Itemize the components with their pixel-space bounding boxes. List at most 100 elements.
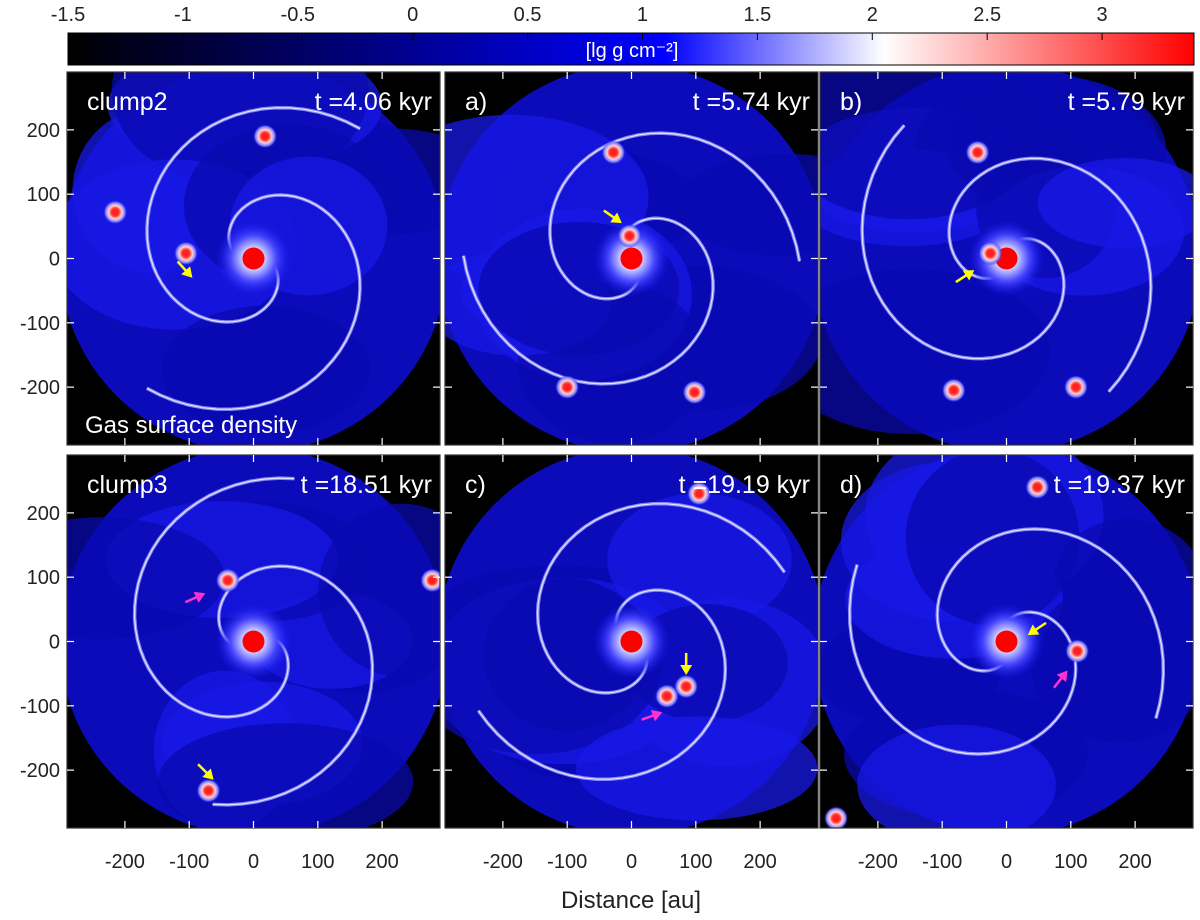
- y-tick-label: -200: [20, 760, 60, 782]
- y-tick-label: 200: [27, 120, 60, 142]
- spiral-arm-core: [936, 528, 1164, 719]
- clump-core: [261, 132, 269, 140]
- clump-core: [182, 249, 190, 257]
- colorbar-tick-label: 2: [867, 4, 878, 26]
- y-tick-label: 100: [27, 184, 60, 206]
- disk-structure: [161, 305, 370, 434]
- y-tick-label: 0: [49, 632, 60, 654]
- clump-core: [111, 208, 119, 216]
- gas-surface-density-annotation: Gas surface density: [85, 412, 297, 439]
- colorbar-bar: [67, 32, 1195, 66]
- panel-label: clump3: [87, 471, 168, 499]
- panel-time: t =4.06 kyr: [315, 88, 432, 116]
- spiral-arm-core: [948, 157, 1152, 393]
- colorbar-tick-label: 2.5: [973, 4, 1001, 26]
- y-tick-label: -200: [20, 377, 60, 399]
- panel-d: d) t =19.37 kyr: [819, 454, 1194, 829]
- y-tick-label: 0: [49, 249, 60, 271]
- colorbar: -1.5 -1 -0.5 0 0.5 1 1.5 2 2.5 3 [lg g cm⁻²]: [51, 4, 1195, 66]
- yellow-arrow-head: [1027, 624, 1040, 636]
- clump-core: [428, 576, 436, 584]
- panel-time: t =19.37 kyr: [1054, 471, 1185, 499]
- panel-a: a) t =5.74 kyr: [444, 71, 819, 446]
- x-tick-label: 200: [365, 851, 398, 873]
- yellow-arrow-head: [610, 212, 622, 224]
- colorbar-tick-label: 3: [1097, 4, 1108, 26]
- panels: clump2 t =4.06 kyr Gas surface density a) t …: [66, 71, 1194, 829]
- disk-structure: [157, 723, 414, 828]
- central-star: [620, 630, 643, 653]
- yellow-arrow-head: [962, 270, 975, 281]
- panel-label: a): [465, 88, 487, 116]
- disk-structure: [820, 72, 1043, 220]
- magenta-arrow-head: [193, 591, 206, 603]
- panel-image: [67, 455, 440, 828]
- central-star: [242, 630, 265, 653]
- panel-time: t =5.74 kyr: [693, 88, 810, 116]
- spiral-arm-core: [146, 107, 361, 323]
- disk-structure: [318, 503, 440, 677]
- colorbar-tick-label: -1.5: [51, 4, 85, 26]
- clump-core: [695, 490, 703, 498]
- axis-tick-labels: -200 -100 0 100 200 -200 -100 0 100 200 -200 -100 0 1…: [20, 120, 1152, 873]
- panel-image: [820, 455, 1193, 828]
- clump-core: [1072, 383, 1080, 391]
- disk-structure: [67, 517, 225, 640]
- panel-image: [820, 72, 1193, 445]
- panel-clump2: clump2 t =4.06 kyr Gas surface density: [66, 71, 441, 446]
- panel-clump3: clump3 t =18.51 kyr: [66, 454, 441, 829]
- clump-core: [626, 232, 634, 240]
- panel-label: clump2: [87, 88, 168, 116]
- x-tick-label: 0: [626, 851, 637, 873]
- x-tick-label: -100: [922, 851, 962, 873]
- panel-label: c): [465, 471, 486, 499]
- colorbar-tick-label: -1: [174, 4, 192, 26]
- central-star: [995, 630, 1018, 653]
- panel-label: b): [840, 88, 862, 116]
- disk-structure: [575, 716, 818, 821]
- disk-structure: [820, 268, 1050, 435]
- panel-time: t =5.79 kyr: [1068, 88, 1185, 116]
- colorbar-tick-label: 1: [637, 4, 648, 26]
- y-tick-label: -100: [20, 696, 60, 718]
- disk-structure: [1030, 582, 1193, 743]
- panel-b: b) t =5.79 kyr: [819, 71, 1194, 446]
- yellow-arrow-head: [202, 768, 214, 780]
- clump-core: [986, 249, 994, 257]
- yellow-arrow-head: [680, 664, 693, 675]
- spiral-arm-core: [861, 124, 1065, 360]
- clump-core: [950, 386, 958, 394]
- clump-core: [609, 148, 617, 156]
- disk-structure: [607, 493, 792, 627]
- colorbar-tick-label: -0.5: [281, 4, 315, 26]
- clump-core: [663, 692, 671, 700]
- x-tick-label: 0: [248, 851, 259, 873]
- x-tick-label: 0: [1001, 851, 1012, 873]
- disk-structure: [1037, 157, 1193, 249]
- spiral-arm-core: [133, 477, 295, 718]
- colorbar-tick-label: 1.5: [743, 4, 771, 26]
- clump-core: [974, 148, 982, 156]
- central-star: [620, 247, 643, 270]
- panel-image: [445, 72, 818, 445]
- clump-core: [1073, 647, 1081, 655]
- spiral-arm-core: [146, 194, 361, 410]
- x-tick-label: -200: [105, 851, 145, 873]
- x-tick-label: 100: [1054, 851, 1087, 873]
- x-tick-label: 100: [301, 851, 334, 873]
- panel-c: c) t =19.19 kyr: [444, 454, 819, 829]
- panel-image: [67, 72, 440, 445]
- clump-core: [832, 814, 840, 822]
- clump-core: [691, 388, 699, 396]
- panel-label: d): [840, 471, 862, 499]
- x-tick-label: -100: [547, 851, 587, 873]
- spiral-arm-core: [849, 564, 1077, 755]
- x-tick-label: -100: [169, 851, 209, 873]
- clump-core: [682, 683, 690, 691]
- yellow-arrow-head: [181, 266, 193, 278]
- central-star: [242, 247, 265, 270]
- x-tick-label: -200: [483, 851, 523, 873]
- panel-image: [445, 455, 818, 828]
- disk-structure: [674, 153, 818, 257]
